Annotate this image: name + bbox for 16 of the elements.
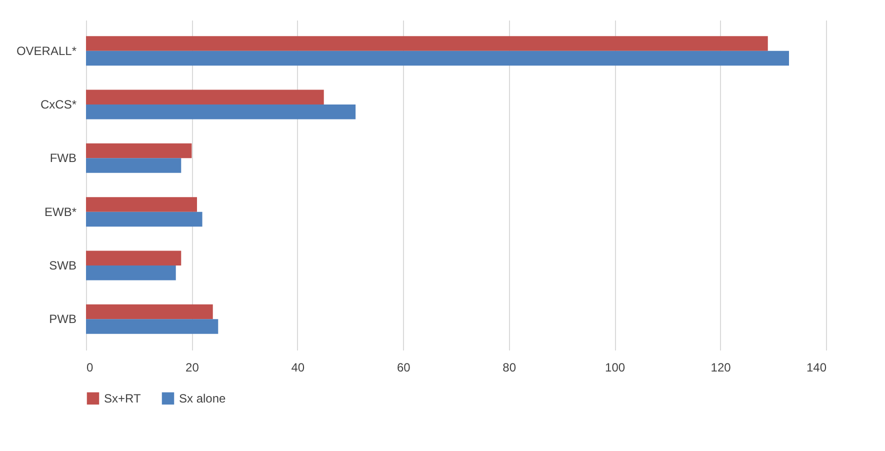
legend-label: Sx alone: [179, 391, 226, 406]
x-tick-label: 0: [86, 360, 94, 374]
y-tick-label: OVERALL*: [16, 44, 77, 58]
y-tick-label: EWB*: [44, 204, 77, 219]
x-tick-label: 120: [710, 360, 732, 374]
x-tick-label: 80: [502, 360, 516, 374]
y-tick-label: SWB: [49, 258, 76, 272]
y-tick-label: FWB: [50, 151, 76, 166]
x-tick-label: 40: [291, 360, 305, 374]
y-tick-label: CxCS*: [40, 98, 77, 112]
x-tick-label: 140: [806, 360, 827, 374]
y-tick-label: PWB: [49, 312, 76, 326]
x-tick-label: 20: [186, 360, 200, 374]
x-tick-label: 60: [396, 360, 411, 374]
legend-label: Sx+RT: [104, 391, 142, 406]
x-tick-label: 100: [605, 360, 626, 374]
